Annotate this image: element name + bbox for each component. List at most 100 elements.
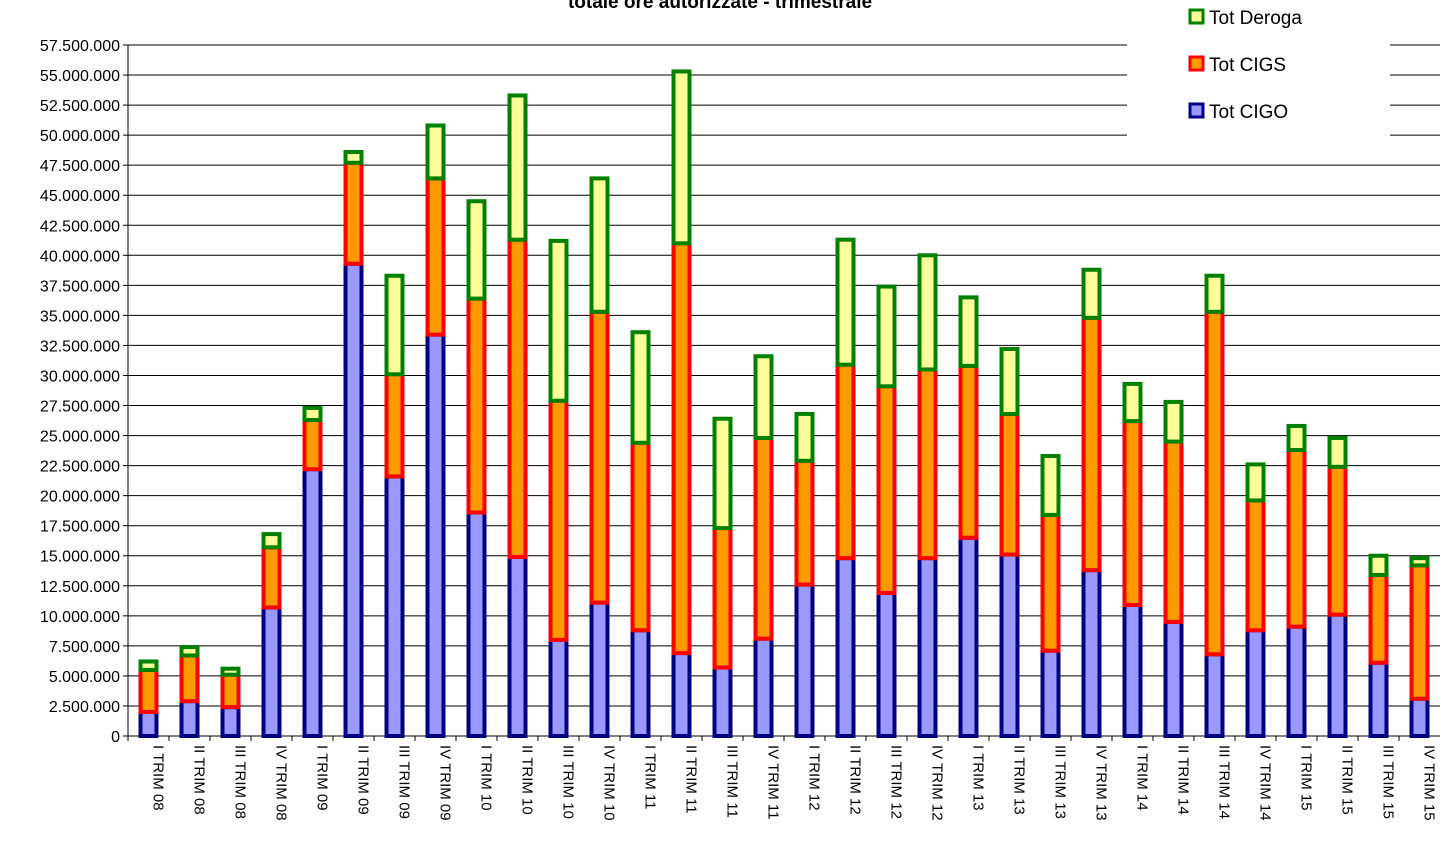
bar-tot-cigs xyxy=(999,411,1020,557)
bar-tot-cigs xyxy=(302,417,323,472)
bar-tot-deroga xyxy=(425,123,446,181)
x-category-label: II TRIM 15 xyxy=(1339,745,1356,815)
bar-tot-cigs xyxy=(630,440,651,633)
y-tick-label: 7.500.000 xyxy=(49,639,120,656)
y-tick-label: 5.000.000 xyxy=(49,669,120,686)
x-category-label: II TRIM 09 xyxy=(355,745,372,815)
axes xyxy=(127,45,1440,741)
bar-tot-cigo xyxy=(261,605,282,739)
bar-tot-deroga xyxy=(589,176,610,314)
x-category-label: IV TRIM 08 xyxy=(273,745,290,821)
bar-tot-deroga xyxy=(1245,462,1266,503)
y-tick-label: 40.000.000 xyxy=(40,248,120,265)
bar-tot-deroga xyxy=(1327,435,1348,469)
legend: Tot Deroga Tot CIGS Tot CIGO xyxy=(1127,0,1390,136)
bar-tot-cigs xyxy=(138,667,159,714)
bar-tot-cigs xyxy=(1245,498,1266,633)
bar-tot-cigs xyxy=(1122,419,1143,608)
bar-tot-cigo xyxy=(1368,660,1389,738)
bar-tot-deroga xyxy=(917,253,938,372)
bar-tot-deroga xyxy=(138,659,159,672)
bar-tot-deroga xyxy=(384,273,405,377)
bar-tot-cigo xyxy=(712,665,733,738)
chart-title: totale ore autorizzate - trimestrale xyxy=(568,0,872,13)
x-category-label: I TRIM 13 xyxy=(970,745,987,811)
y-tick-label: 27.500.000 xyxy=(40,399,120,416)
bar-tot-cigs xyxy=(876,384,897,595)
bar-tot-cigs xyxy=(384,372,405,479)
bar-tot-deroga xyxy=(1286,423,1307,452)
bar-tot-deroga xyxy=(1040,453,1061,517)
x-category-label: II TRIM 08 xyxy=(191,745,208,815)
x-category-label: II TRIM 14 xyxy=(1175,745,1192,815)
x-category-label: III TRIM 13 xyxy=(1052,745,1069,819)
y-tick-label: 30.000.000 xyxy=(40,368,120,385)
bar-tot-cigs xyxy=(548,398,569,642)
y-tick-label: 25.000.000 xyxy=(40,429,120,446)
bar-tot-deroga xyxy=(343,149,364,165)
legend-label: Tot Deroga xyxy=(1209,8,1302,29)
x-category-label: III TRIM 08 xyxy=(232,745,249,819)
bar-tot-cigo xyxy=(958,535,979,739)
legend-box xyxy=(1127,0,1390,136)
y-tick-label: 47.500.000 xyxy=(40,158,120,175)
bar-tot-cigo xyxy=(1286,624,1307,738)
y-tick-label: 12.500.000 xyxy=(40,579,120,596)
x-category-label: I TRIM 15 xyxy=(1298,745,1315,811)
x-category-label: III TRIM 09 xyxy=(396,745,413,819)
bar-tot-cigo xyxy=(138,709,159,738)
bar-tot-deroga xyxy=(835,237,856,367)
x-category-label: IV TRIM 15 xyxy=(1421,745,1438,821)
bar-tot-cigo xyxy=(1204,652,1225,738)
x-category-label: I TRIM 08 xyxy=(150,745,167,811)
y-tick-label: 10.000.000 xyxy=(40,609,120,626)
bar-tot-deroga xyxy=(1204,273,1225,314)
bar-tot-cigs xyxy=(589,309,610,605)
bar-tot-deroga xyxy=(630,330,651,445)
bar-tot-deroga xyxy=(466,199,487,301)
bar-tot-cigo xyxy=(1327,612,1348,738)
x-category-label: I TRIM 12 xyxy=(806,745,823,811)
bar-tot-cigs xyxy=(1204,309,1225,657)
bar-tot-cigo xyxy=(1040,648,1061,738)
x-category-label: IV TRIM 09 xyxy=(437,745,454,821)
bar-tot-cigo xyxy=(1122,603,1143,738)
bar-tot-deroga xyxy=(671,69,692,246)
legend-label: Tot CIGS xyxy=(1209,55,1286,76)
y-tick-label: 42.500.000 xyxy=(40,218,120,235)
x-category-label: III TRIM 10 xyxy=(560,745,577,819)
bar-tot-deroga xyxy=(302,405,323,422)
y-tick-label: 32.500.000 xyxy=(40,338,120,355)
y-tick-label: 57.500.000 xyxy=(40,38,120,55)
y-tick-label: 52.500.000 xyxy=(40,98,120,115)
bar-tot-cigs xyxy=(794,458,815,587)
x-category-label: I TRIM 11 xyxy=(642,745,659,809)
bar-tot-cigo xyxy=(753,636,774,738)
bar-tot-deroga xyxy=(1409,556,1430,568)
bar-tot-cigo xyxy=(384,474,405,738)
y-tick-label: 35.000.000 xyxy=(40,308,120,325)
legend-label: Tot CIGO xyxy=(1209,102,1288,123)
bar-tot-cigs xyxy=(507,237,528,559)
x-category-label: IV TRIM 14 xyxy=(1257,745,1274,821)
bar-tot-cigs xyxy=(1327,464,1348,617)
bar-tot-deroga xyxy=(507,93,528,242)
bar-tot-cigo xyxy=(630,628,651,738)
bar-tot-deroga xyxy=(220,666,241,677)
bar-tot-cigo xyxy=(425,332,446,738)
bar-tot-cigs xyxy=(1409,563,1430,701)
bar-tot-cigo xyxy=(1245,628,1266,738)
bar-tot-deroga xyxy=(876,284,897,389)
x-category-label: IV TRIM 11 xyxy=(765,745,782,819)
bar-tot-deroga xyxy=(1081,267,1102,320)
bar-tot-deroga xyxy=(1122,381,1143,424)
y-tick-label: 20.000.000 xyxy=(40,489,120,506)
bar-tot-cigo xyxy=(835,556,856,738)
x-category-label: III TRIM 14 xyxy=(1216,745,1233,819)
bar-tot-cigo xyxy=(179,699,200,738)
bar-tot-deroga xyxy=(548,238,569,403)
bar-tot-cigs xyxy=(1040,512,1061,653)
bar-tot-cigo xyxy=(302,467,323,738)
y-tick-label: 22.500.000 xyxy=(40,459,120,476)
